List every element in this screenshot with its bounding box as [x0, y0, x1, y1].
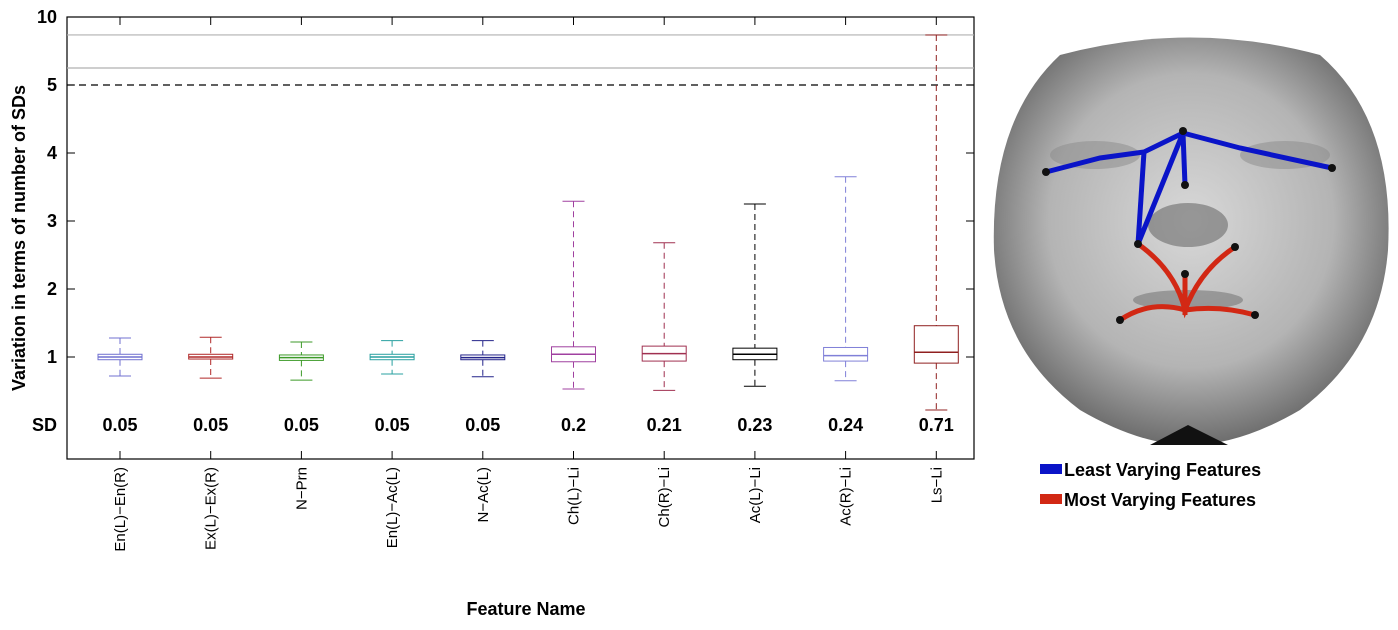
legend-swatch: [1040, 464, 1062, 474]
sd-value: 0.71: [919, 415, 954, 435]
y-tick-label: 10: [37, 7, 57, 27]
x-tick-label: N−Prn: [293, 467, 310, 510]
sd-value: 0.05: [465, 415, 500, 435]
y-axis-label: Variation in terms of number of SDs: [9, 85, 29, 391]
y-tick-label: 1: [47, 347, 57, 367]
sd-value: 0.05: [284, 415, 319, 435]
sd-value: 0.2: [561, 415, 586, 435]
sd-value: 0.05: [193, 415, 228, 435]
sd-value: 0.23: [737, 415, 772, 435]
y-tick-label: 2: [47, 279, 57, 299]
plot-frame: [67, 17, 974, 459]
sd-label: SD: [32, 415, 57, 435]
x-tick-label: Ch(L)−Li: [566, 467, 583, 525]
y-tick-label: 4: [47, 143, 57, 163]
x-tick-label: Ac(L)−Li: [747, 467, 764, 523]
x-tick-label: Ls−Li: [928, 467, 945, 503]
legend-label: Most Varying Features: [1064, 490, 1256, 510]
x-tick-label: Ex(L)−Ex(R): [203, 467, 220, 550]
legend-swatch: [1040, 494, 1062, 504]
legend-label: Least Varying Features: [1064, 460, 1261, 480]
chart: Feature Name Variation in terms of numbe…: [0, 0, 1398, 625]
sd-value: 0.05: [375, 415, 410, 435]
sd-value: 0.05: [102, 415, 137, 435]
x-tick-label: N−Ac(L): [475, 467, 492, 522]
sd-value: 0.24: [828, 415, 863, 435]
sd-value: 0.21: [647, 415, 682, 435]
x-tick-label: Ch(R)−Li: [656, 467, 673, 527]
face-illustration: [994, 38, 1389, 446]
x-axis-label: Feature Name: [466, 599, 585, 619]
x-tick-label: En(L)−Ac(L): [384, 467, 401, 548]
y-tick-label: 3: [47, 211, 57, 231]
y-tick-label: 5: [47, 75, 57, 95]
x-tick-label: En(L)−En(R): [112, 467, 129, 552]
x-tick-label: Ac(R)−Li: [838, 467, 855, 526]
box: [824, 347, 868, 361]
box: [914, 326, 958, 363]
